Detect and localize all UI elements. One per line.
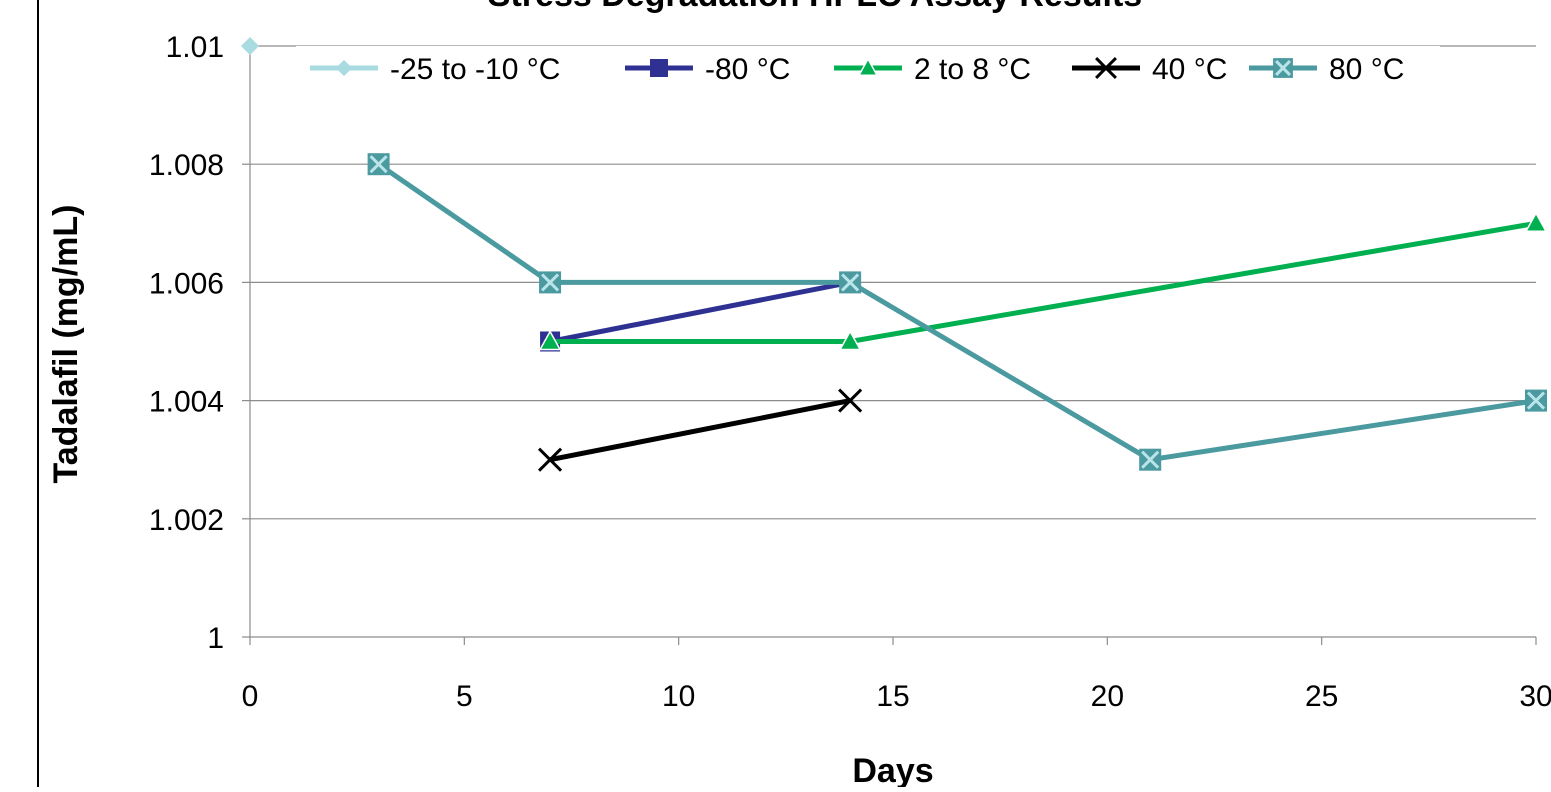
legend-item: 80 °C — [1249, 53, 1404, 86]
y-tick-label: 1.006 — [149, 267, 224, 300]
marker-x — [538, 447, 563, 472]
series-line — [549, 398, 851, 463]
chart-title: Stress Degradation HPLC Assay Results — [488, 0, 1142, 14]
legend-label: -25 to -10 °C — [390, 53, 560, 86]
series-0 — [241, 37, 259, 55]
x-tick-label: 25 — [1305, 680, 1338, 713]
series-line — [549, 279, 851, 344]
x-marker-stroke — [538, 447, 563, 472]
series-line — [377, 162, 1537, 463]
square-x-marker-stroke — [369, 155, 388, 174]
marker-square-x — [1525, 389, 1547, 412]
y-tick-label: 1.004 — [149, 386, 224, 419]
legend-item: -80 °C — [625, 53, 790, 86]
marker-triangle — [1524, 211, 1548, 233]
y-tick-label: 1.01 — [166, 31, 224, 64]
square-x-marker-stroke — [541, 273, 560, 292]
triangle-marker — [857, 57, 879, 76]
marker-triangle — [857, 57, 879, 76]
triangle-marker — [538, 329, 562, 351]
x-tick-label: 10 — [662, 680, 695, 713]
series-layer — [241, 37, 1548, 472]
y-axis-title: Tadalafil (mg/mL) — [47, 205, 85, 484]
series-2 — [538, 211, 1548, 351]
marker-square — [650, 59, 668, 77]
triangle-marker — [1524, 211, 1548, 233]
marker-square-x — [1139, 448, 1162, 471]
x-tick-label: 0 — [242, 680, 259, 713]
legend-item: 40 °C — [1072, 53, 1227, 86]
marker-x — [838, 388, 863, 413]
x-tick-label: 15 — [876, 680, 909, 713]
marker-x — [1095, 57, 1117, 79]
marker-triangle — [538, 329, 562, 351]
diamond-marker — [241, 37, 259, 55]
x-axis-title: Days — [852, 752, 933, 787]
square-marker — [650, 59, 668, 77]
x-marker-stroke — [1095, 57, 1117, 79]
marker-triangle — [838, 329, 862, 351]
x-marker-stroke — [838, 388, 863, 413]
marker-diamond — [241, 37, 259, 55]
legend: -25 to -10 °C -80 °C 2 to 8 °C 40 °C 80 °C — [296, 46, 1440, 92]
square-x-marker-stroke — [1275, 60, 1291, 76]
legend-label: -80 °C — [705, 53, 790, 86]
legend-label: 40 °C — [1152, 53, 1227, 86]
triangle-marker — [838, 329, 862, 351]
axis-layer: 1 1.002 1.004 1.006 1.008 1.01 0 5 10 15 20 25 30 — [149, 31, 1551, 713]
x-tick-label: 30 — [1519, 680, 1551, 713]
square-x-marker-stroke — [841, 273, 860, 292]
legend-label: 80 °C — [1329, 53, 1404, 86]
marker-square-x — [839, 271, 862, 294]
marker-square-x — [1273, 58, 1293, 78]
legend-label: 2 to 8 °C — [914, 53, 1031, 86]
marker-square-x — [539, 271, 562, 294]
marker-square-x — [367, 153, 390, 176]
square-x-marker-stroke — [1141, 450, 1160, 469]
series-3 — [538, 388, 863, 472]
x-tick-label: 20 — [1091, 680, 1124, 713]
grid-layer — [250, 45, 1536, 520]
y-tick-label: 1.002 — [149, 504, 224, 537]
marker-diamond — [335, 59, 353, 77]
square-x-marker-stroke — [1526, 391, 1546, 410]
x-tick-label: 5 — [456, 680, 473, 713]
y-tick-label: 1.008 — [149, 149, 224, 182]
legend-item: -25 to -10 °C — [310, 53, 560, 86]
y-tick-label: 1 — [207, 622, 224, 655]
series-4 — [367, 153, 1547, 471]
legend-item: 2 to 8 °C — [834, 53, 1031, 86]
diamond-marker — [335, 59, 353, 77]
